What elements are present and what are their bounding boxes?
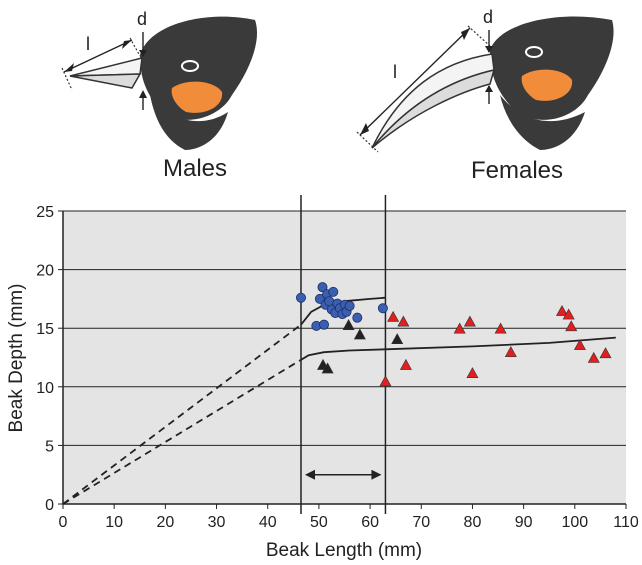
x-tick-label: 110: [613, 514, 639, 531]
male-depth-label: d: [137, 9, 147, 29]
x-tick-label: 20: [156, 514, 174, 531]
data-point-triangle: [353, 328, 366, 340]
x-tick-labels: 0 10 20 30 40 50 60 70 80 90 100 110: [59, 504, 639, 531]
female-depth-label: d: [483, 7, 493, 27]
x-tick-label: 40: [259, 514, 277, 531]
x-tick-label: 10: [105, 514, 123, 531]
data-point-triangle: [466, 367, 479, 379]
data-point-triangle: [321, 362, 334, 374]
data-point-circle: [319, 319, 330, 330]
data-point-circle: [324, 296, 335, 307]
data-point-circle: [377, 303, 388, 314]
y-tick-labels: 0 5 10 15 20 25: [36, 204, 63, 514]
data-point-triangle: [599, 347, 612, 359]
y-tick-label: 0: [45, 497, 54, 514]
extrapolation-line: [62, 359, 302, 505]
x-tick-label: 50: [310, 514, 328, 531]
data-point-circle: [295, 292, 306, 303]
x-tick-label: 0: [59, 514, 68, 531]
data-point-triangle: [494, 322, 507, 334]
plot-area: [63, 211, 626, 504]
data-point-circle: [328, 286, 339, 297]
male-length-label: l: [86, 34, 90, 54]
data-point-triangle: [565, 320, 578, 332]
data-point-triangle: [379, 375, 392, 387]
female-length-label: l: [393, 62, 397, 82]
y-tick-label: 10: [36, 380, 54, 397]
data-point-triangle: [387, 310, 400, 322]
range-arrow-head-left: [304, 469, 315, 480]
data-point-triangle: [562, 308, 575, 320]
y-tick-label: 25: [36, 204, 54, 221]
y-tick-label: 15: [36, 321, 54, 338]
female-bird-illustration: l d: [356, 7, 614, 153]
data-point-triangle: [504, 346, 517, 357]
y-axis-title: Beak Depth (mm): [6, 284, 27, 433]
x-tick-label: 90: [515, 514, 533, 531]
y-tick-label: 20: [36, 263, 54, 280]
range-lines: [300, 195, 387, 514]
x-axis-title: Beak Length (mm): [266, 540, 422, 561]
data-point-circle: [317, 282, 328, 293]
x-tick-label: 30: [208, 514, 226, 531]
male-bird-illustration: l d: [61, 9, 258, 150]
females-caption: Females: [471, 157, 563, 184]
axes: [62, 211, 626, 505]
data-point-triangle: [463, 315, 476, 327]
data-point-circle: [344, 300, 355, 311]
data-point-triangle: [342, 319, 355, 330]
y-tick-label: 5: [45, 438, 54, 455]
beak-scatter-chart: 0 10 20 30 40 50 60 70 80 90 100 110 0 5 10 15 20 25 Bea…: [6, 195, 639, 561]
x-tick-label: 100: [561, 514, 588, 531]
data-point-triangle: [587, 351, 600, 363]
data-point-triangle: [556, 304, 569, 316]
data-point-circle: [352, 312, 363, 323]
data-point-triangle: [391, 333, 404, 345]
extrapolation-line: [62, 323, 302, 505]
data-point-triangle: [397, 315, 410, 327]
males-caption: Males: [163, 155, 227, 182]
x-tick-label: 60: [361, 514, 379, 531]
data-point-triangle: [453, 322, 466, 334]
fit-line: [300, 336, 616, 361]
x-tick-label: 70: [412, 514, 430, 531]
range-arrow-head-right: [371, 469, 382, 480]
data-point-triangle: [573, 338, 586, 350]
x-tick-label: 80: [464, 514, 482, 531]
data-point-triangle: [399, 358, 412, 370]
data-points: [295, 282, 612, 387]
